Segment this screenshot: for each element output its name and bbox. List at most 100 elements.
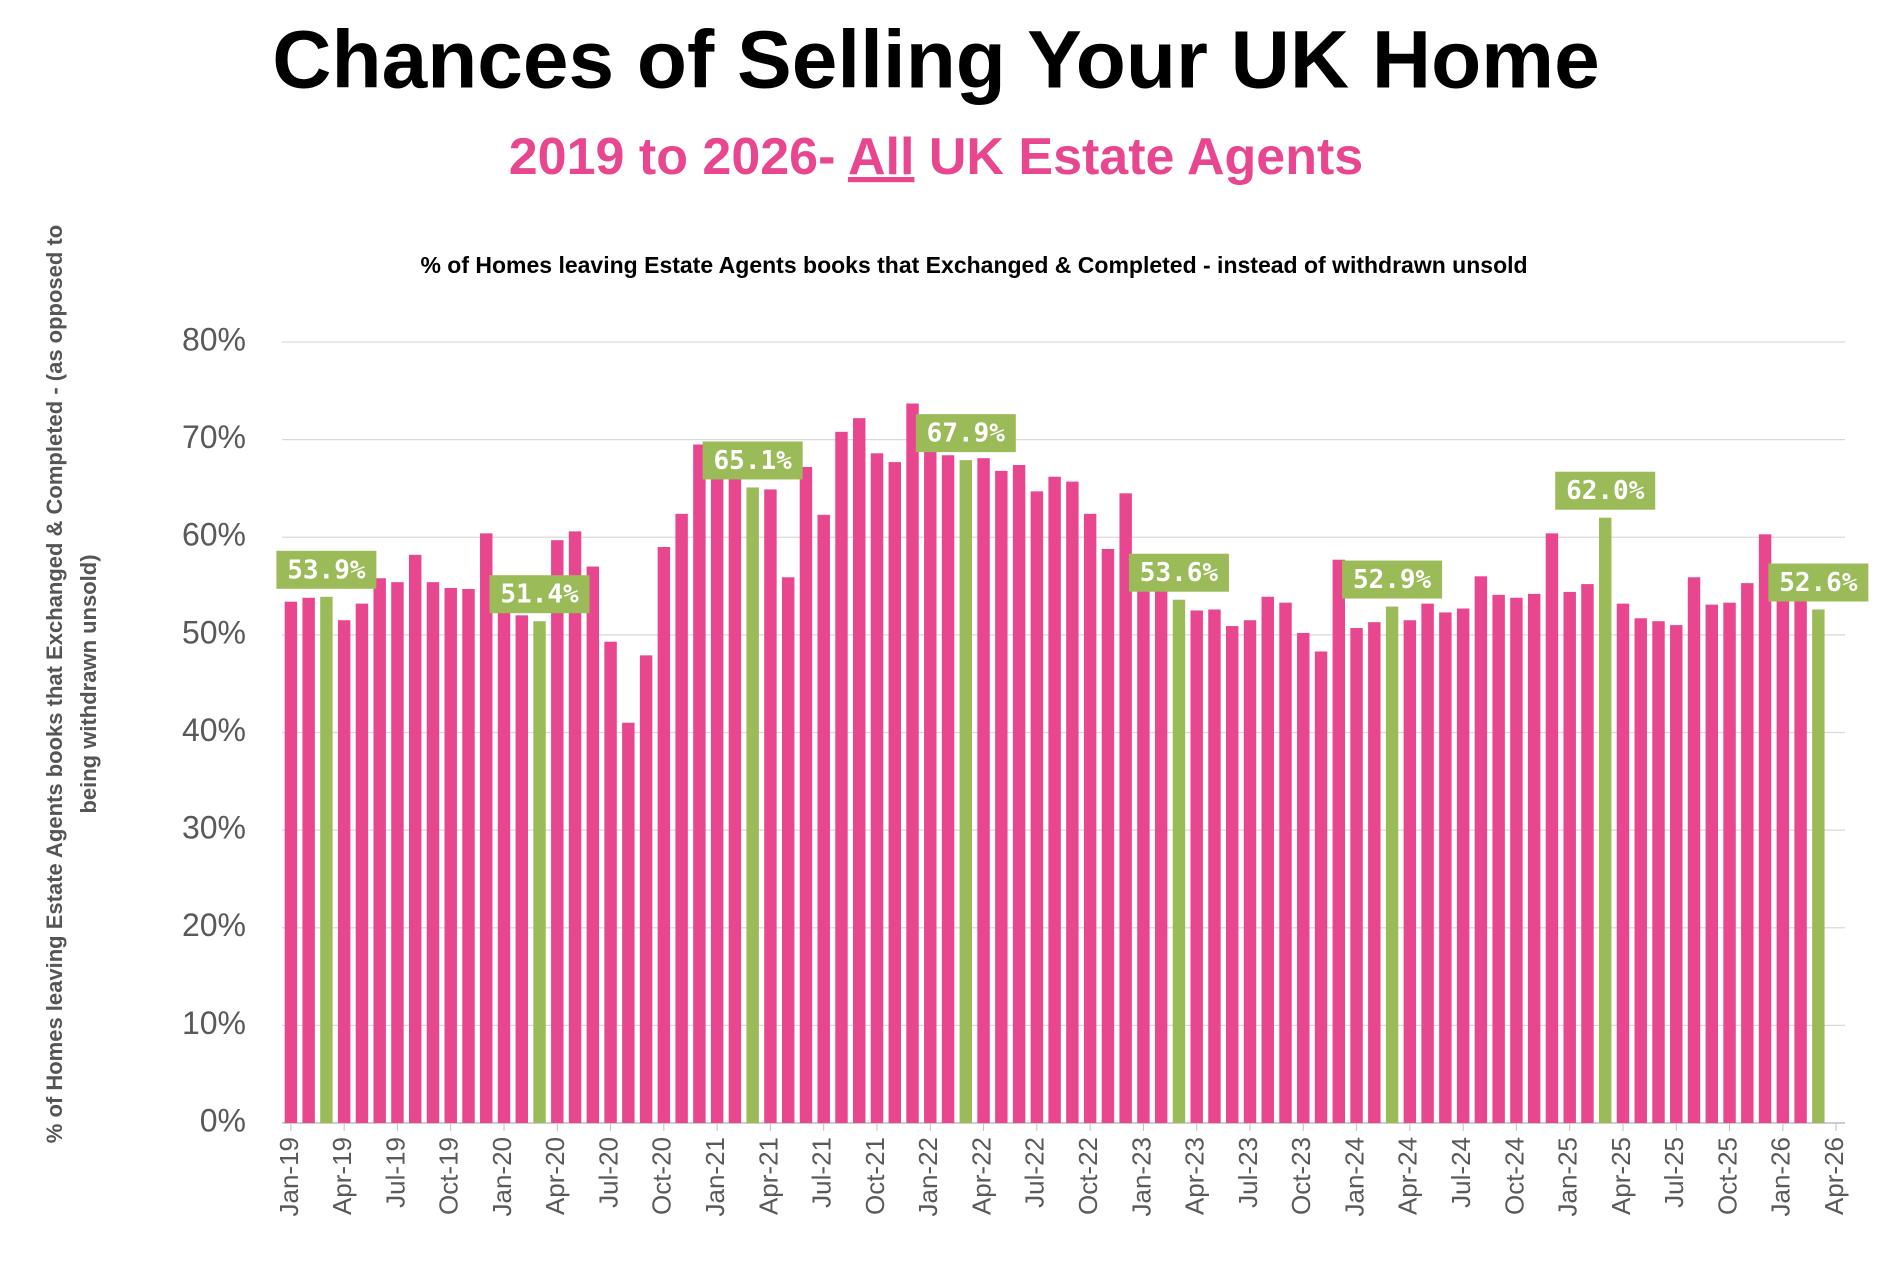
bar [728, 473, 742, 1123]
value-label-box [1342, 560, 1443, 599]
bar [1119, 493, 1132, 1124]
bar [1492, 594, 1505, 1123]
bar [1101, 548, 1115, 1123]
bar [1385, 606, 1399, 1123]
value-label-box [489, 575, 590, 614]
x-tick-label: Apr-21 [753, 1137, 783, 1215]
value-label: 52.9% [1353, 565, 1432, 595]
bar [1687, 577, 1701, 1123]
y-tick-label: 30% [182, 810, 246, 846]
bar [1545, 533, 1559, 1123]
bar [1012, 465, 1026, 1123]
value-label: 51.4% [500, 580, 579, 610]
y-tick-label: 80% [182, 321, 246, 357]
x-tick-label: Apr-25 [1606, 1137, 1636, 1215]
bar [764, 489, 777, 1123]
bar [1563, 591, 1576, 1123]
bar [941, 455, 955, 1123]
subtitle-part: All [848, 128, 914, 186]
x-tick-label: Oct-25 [1712, 1137, 1742, 1215]
y-tick-label: 20% [182, 907, 246, 943]
bar [906, 403, 919, 1123]
x-tick-label: Jan-25 [1553, 1137, 1583, 1217]
y-tick-label: 60% [182, 517, 246, 553]
value-label: 53.9% [287, 555, 366, 585]
bar [1634, 618, 1647, 1123]
bar [1137, 586, 1150, 1123]
bar [1421, 603, 1434, 1123]
x-tick-label: Jan-24 [1339, 1137, 1369, 1217]
x-tick-label: Jan-22 [913, 1137, 943, 1217]
x-tick-label: Apr-22 [966, 1137, 996, 1215]
x-tick-label: Apr-20 [540, 1137, 570, 1215]
bar [853, 418, 866, 1124]
bar [1066, 481, 1079, 1123]
x-tick-label: Apr-26 [1819, 1137, 1849, 1215]
bar [1030, 491, 1044, 1124]
x-tick-label: Oct-20 [647, 1137, 677, 1215]
bar [408, 554, 422, 1123]
x-tick-label: Jul-25 [1659, 1137, 1689, 1208]
y-tick-label: 40% [182, 712, 246, 748]
bar [355, 603, 369, 1123]
bar [1172, 599, 1186, 1123]
bar [444, 588, 457, 1123]
value-label: 52.6% [1779, 568, 1858, 598]
bar [1670, 625, 1683, 1123]
bar [604, 641, 617, 1123]
bar [1581, 584, 1594, 1123]
value-label-box [276, 550, 377, 589]
bar [1279, 602, 1292, 1123]
x-tick-label: Jan-21 [700, 1137, 730, 1217]
bar [586, 566, 600, 1123]
bar [1776, 590, 1790, 1123]
bar [977, 458, 990, 1124]
x-tick-label: Apr-23 [1180, 1137, 1210, 1215]
value-label: 53.6% [1140, 558, 1219, 588]
value-label-box [1768, 563, 1869, 602]
x-tick-label: Oct-23 [1286, 1137, 1316, 1215]
bar [1705, 604, 1719, 1123]
bar [1794, 600, 1807, 1123]
bar [1048, 476, 1061, 1123]
chart-subtitle: 2019 to 2026- All UK Estate Agents [509, 128, 1363, 186]
bar [1652, 621, 1665, 1123]
bar [639, 655, 653, 1123]
value-label-box [1555, 471, 1656, 510]
bar [1297, 632, 1310, 1123]
bar [337, 620, 351, 1123]
y-axis-label: being withdrawn unsold) [76, 554, 101, 813]
x-tick-label: Jul-24 [1446, 1137, 1476, 1208]
value-label-box [915, 414, 1016, 453]
bar [302, 597, 315, 1123]
bar [320, 596, 333, 1123]
bar [1741, 583, 1754, 1123]
bar [533, 621, 546, 1123]
x-tick-label: Jul-20 [593, 1137, 623, 1208]
x-tick-label: Oct-22 [1073, 1137, 1103, 1215]
bar [835, 431, 848, 1123]
value-label: 62.0% [1566, 476, 1645, 506]
bar [284, 601, 298, 1123]
bar [1243, 620, 1257, 1123]
x-tick-label: Jan-23 [1126, 1137, 1156, 1217]
bar [817, 514, 830, 1123]
bar [1332, 559, 1346, 1123]
value-label: 65.1% [714, 446, 793, 476]
y-tick-label: 70% [182, 419, 246, 455]
bar [870, 453, 884, 1124]
bar [675, 513, 688, 1123]
bar [1758, 534, 1772, 1123]
x-tick-label: Oct-24 [1499, 1137, 1529, 1215]
bar [1474, 576, 1488, 1123]
bar [1812, 609, 1825, 1123]
bar [1456, 608, 1470, 1123]
bars [284, 403, 1825, 1124]
bar [391, 582, 404, 1123]
bar [1439, 612, 1452, 1123]
bar [622, 722, 635, 1123]
x-tick-label: Oct-19 [434, 1137, 464, 1215]
x-tick-label: Jul-23 [1233, 1137, 1263, 1208]
bar [497, 605, 511, 1123]
